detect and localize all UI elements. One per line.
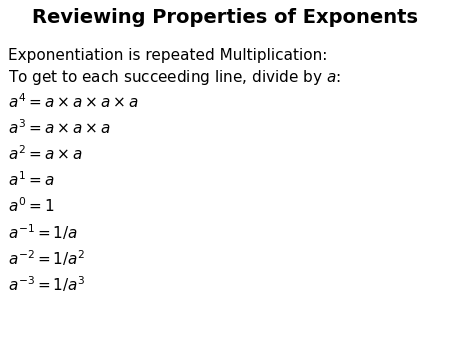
- Text: $a^0 = 1$: $a^0 = 1$: [8, 196, 54, 215]
- Text: $a^3 = a \times a \times a$: $a^3 = a \times a \times a$: [8, 118, 111, 137]
- Text: $a^{-3} = 1/a^3$: $a^{-3} = 1/a^3$: [8, 274, 86, 294]
- Text: Reviewing Properties of Exponents: Reviewing Properties of Exponents: [32, 8, 418, 27]
- Text: $a^2 = a \times a$: $a^2 = a \times a$: [8, 144, 82, 163]
- Text: To get to each succeeding line, divide by $a$:: To get to each succeeding line, divide b…: [8, 68, 341, 87]
- Text: $a^4 = a \times a \times a \times a$: $a^4 = a \times a \times a \times a$: [8, 92, 139, 111]
- Text: $a^{-2} = 1/a^2$: $a^{-2} = 1/a^2$: [8, 248, 86, 268]
- Text: $a^{-1} = 1/a$: $a^{-1} = 1/a$: [8, 222, 78, 242]
- Text: Exponentiation is repeated Multiplication:: Exponentiation is repeated Multiplicatio…: [8, 48, 328, 63]
- Text: $a^1 = a$: $a^1 = a$: [8, 170, 54, 189]
